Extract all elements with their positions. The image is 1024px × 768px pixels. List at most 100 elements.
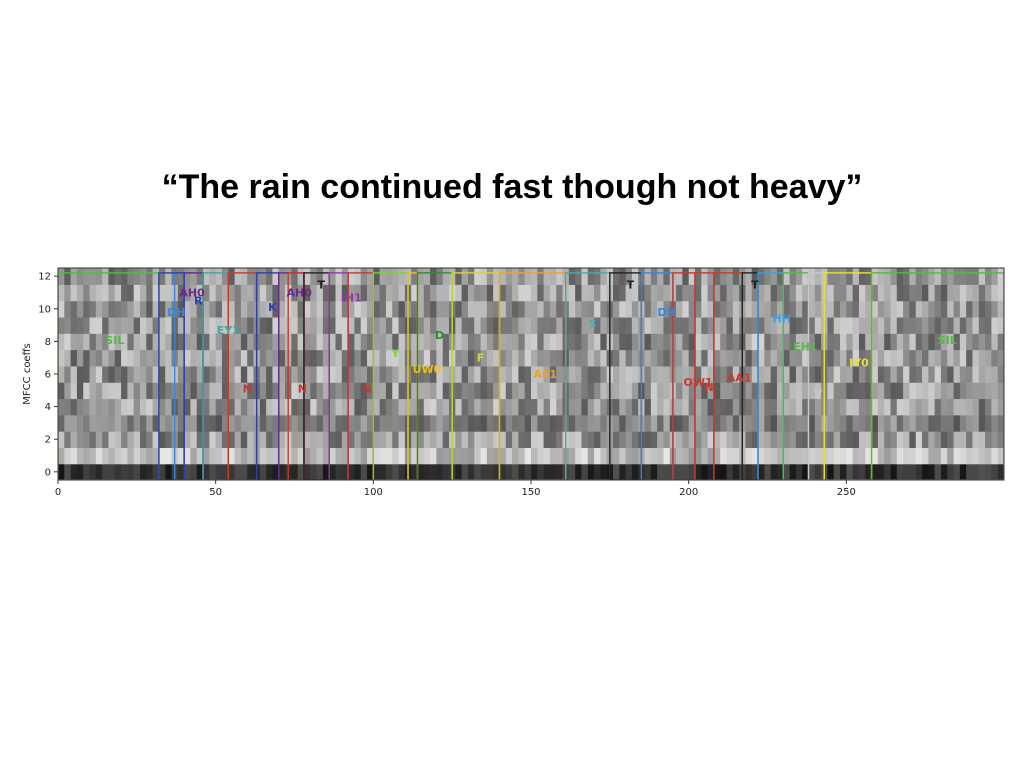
heatmap-cell [474,414,482,432]
heatmap-cell [467,398,475,416]
phoneme-label: R [194,295,203,308]
heatmap-cell [392,365,400,383]
heatmap-cell [688,333,696,351]
heatmap-cell [442,268,450,285]
heatmap-cell [461,284,469,302]
heatmap-cell [701,463,709,480]
heatmap-cell [367,382,374,400]
heatmap-cell [196,333,204,351]
heatmap-cell [184,382,192,400]
heatmap-cell [127,447,135,465]
heatmap-cell [978,365,986,383]
heatmap-cell [310,398,318,416]
heatmap-cell [934,431,942,448]
heatmap-cell [139,333,147,351]
heatmap-cell [190,414,198,432]
heatmap-cell [76,382,84,400]
heatmap-cell [240,447,248,465]
heatmap-cell [884,284,892,302]
heatmap-cell [657,382,665,400]
heatmap-cell [505,431,513,448]
heatmap-cell [329,268,337,285]
heatmap-cell [196,284,204,302]
heatmap-cell [278,333,286,351]
heatmap-cell [127,414,135,432]
heatmap-cell [726,333,734,351]
heatmap-cell [676,414,683,432]
heatmap-cell [322,447,330,465]
heatmap-cell [467,447,475,465]
heatmap-cell [537,316,545,334]
heatmap-cell [991,349,999,367]
heatmap-cell [707,398,715,416]
heatmap-cell [341,398,349,416]
heatmap-cell [310,365,318,383]
heatmap-cell [89,398,97,416]
heatmap-cell [922,316,929,334]
heatmap-cell [499,365,507,383]
heatmap-cell [64,431,72,448]
heatmap-cell [953,284,961,302]
heatmap-cell [549,333,557,351]
heatmap-cell [89,447,97,465]
heatmap-cell [972,316,980,334]
heatmap-cell [789,333,797,351]
heatmap-cell [751,431,759,448]
heatmap-cell [474,463,482,480]
heatmap-cell [751,284,759,302]
heatmap-cell [58,398,65,416]
heatmap-cell [865,382,873,400]
heatmap-cell [152,333,160,351]
heatmap-cell [947,463,955,480]
heatmap-cell [663,300,671,318]
heatmap-cell [827,463,835,480]
heatmap-cell [329,316,337,334]
heatmap-cell [121,382,128,400]
heatmap-cell [663,349,671,367]
heatmap-cell [190,463,198,480]
heatmap-cell [985,398,992,416]
heatmap-cell [480,333,488,351]
heatmap-cell [518,349,526,367]
heatmap-cell [133,431,141,448]
heatmap-cell [165,333,173,351]
heatmap-cell [436,431,444,448]
heatmap-cell [121,268,128,285]
heatmap-cell [303,398,311,416]
heatmap-cell [480,268,488,285]
heatmap-cell [505,268,513,285]
heatmap-cell [978,398,986,416]
heatmap-cell [278,414,286,432]
heatmap-cell [247,382,255,400]
heatmap-cell [650,333,658,351]
heatmap-cell [512,284,519,302]
heatmap-cell [732,414,740,432]
heatmap-cell [694,431,702,448]
heatmap-cell [833,463,841,480]
heatmap-cell [726,431,734,448]
heatmap-cell [865,447,873,465]
heatmap-cell [480,365,488,383]
heatmap-cell [915,365,923,383]
heatmap-cell [322,333,330,351]
heatmap-cell [707,284,715,302]
heatmap-cell [549,365,557,383]
heatmap-cell [543,300,551,318]
heatmap-cell [114,447,122,465]
heatmap-cell [329,284,337,302]
heatmap-cell [594,268,601,285]
heatmap-cell [890,398,898,416]
heatmap-cell [688,284,696,302]
heatmap-cell [650,431,658,448]
heatmap-cell [480,349,488,367]
heatmap-cell [316,284,324,302]
heatmap-cell [531,349,538,367]
heatmap-cell [934,447,942,465]
heatmap-cell [367,349,374,367]
heatmap-cell [215,349,223,367]
heatmap-cell [947,300,955,318]
heatmap-cell [688,268,696,285]
heatmap-cell [146,382,154,400]
heatmap-cell [121,414,128,432]
heatmap-cell [600,414,608,432]
